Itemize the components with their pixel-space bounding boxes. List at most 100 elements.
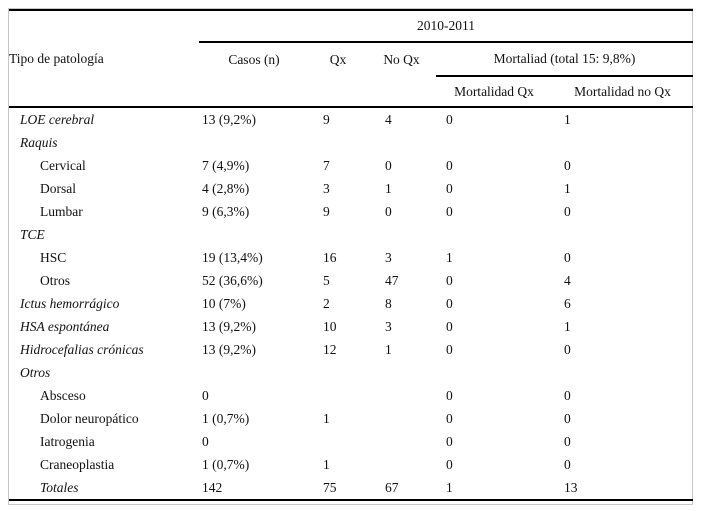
value-cell: 0 [385,203,392,219]
value-cell: 142 [202,479,223,495]
value-cell: 4 [367,106,436,131]
value-cell [199,361,309,384]
header-row-mortality: Mortalidad Qx Mortalidad no Qx [9,76,693,107]
value-cell: 0 [446,157,453,173]
pathology-label: Lumbar [40,203,83,219]
spacer-cell [309,76,367,107]
value-cell: 1 [323,456,330,472]
value-cell: 1 [323,410,330,426]
value-cell: 0 [446,341,453,357]
value-cell: 75 [323,479,337,495]
value-cell: 0 [446,180,453,196]
value-cell: 8 [385,295,392,311]
value-cell: 4 (2,8%) [202,180,250,196]
value-cell: 1 (0,7%) [202,456,250,472]
value-cell: 16 [323,249,337,265]
value-cell: 9 (6,3%) [202,203,250,219]
header-row-period: Tipo de patología 2010-2011 [9,10,694,66]
value-cell: 13 (9,2%) [202,318,256,334]
table-header: Tipo de patología 2010-2011 Casos (n) Qx… [9,10,694,107]
pathology-label: Cervical [40,157,86,173]
value-cell [367,131,436,154]
pathology-label: Craneoplastia [40,456,115,472]
value-cell: 0 [446,433,453,449]
mortality-no-qx-header: Mortalidad no Qx [574,83,671,99]
header-row-columns: Casos (n) Qx No Qx Mortaliad (total 15: … [9,42,694,77]
pathology-label: HSC [40,249,67,265]
mortality-qx-header: Mortalidad Qx [454,83,534,99]
value-cell: 47 [385,272,399,288]
table-row: Dolor neuropático 1 (0,7%) 1 0 0 [9,407,693,430]
value-cell [199,131,309,154]
period-header: 2010-2011 [199,10,694,43]
pathology-mortality-table: Tipo de patología 2010-2011 Casos (n) Qx… [9,9,694,501]
pathology-label: Otros [20,364,51,380]
value-cell: 19 (13,4%) [202,249,263,265]
value-cell: 0 [446,410,453,426]
value-cell [309,430,367,453]
value-cell [367,407,436,430]
value-cell: 13 [564,479,578,495]
value-cell: 1 [552,106,694,131]
table-body: LOE cerebral 13 (9,2%) 9 4 0 1 Raquis Cervical 7… [9,106,694,500]
value-cell: 4 [564,272,571,288]
value-cell: 0 [446,203,453,219]
value-cell [309,223,367,246]
table-row: Raquis [9,131,693,154]
value-cell: 13 (9,2%) [202,341,256,357]
pathology-label: HSA espontánea [20,318,110,334]
no-qx-header: No Qx [383,51,420,67]
value-cell: 2 [323,295,330,311]
value-cell [436,361,552,384]
value-cell: 9 [309,106,367,131]
table-row: HSC 19 (13,4%) 16 3 1 0 [9,246,693,269]
value-cell [309,361,367,384]
value-cell: 1 (0,7%) [202,410,250,426]
value-cell [367,384,436,407]
value-cell [199,223,309,246]
pathology-label: Iatrogenia [40,433,95,449]
value-cell [367,223,436,246]
pathology-label: LOE cerebral [9,106,199,131]
pathology-type-header: Tipo de patología [9,50,104,66]
value-cell: 0 [564,341,571,357]
value-cell [309,131,367,154]
value-cell: 0 [202,433,209,449]
value-cell: 0 [564,203,571,219]
value-cell: 0 [446,272,453,288]
value-cell: 3 [385,249,392,265]
cases-header: Casos (n) [228,51,280,67]
value-cell: 0 [564,249,571,265]
table-row: Otros 52 (36,6%) 5 47 0 4 [9,269,693,292]
value-cell: 1 [564,180,571,196]
value-cell: 6 [564,295,571,311]
value-cell: 0 [564,456,571,472]
value-cell [367,361,436,384]
table-row: Craneoplastia 1 (0,7%) 1 0 0 [9,453,693,476]
value-cell: 9 [323,203,330,219]
mortality-group-header: Mortaliad (total 15: 9,8%) [436,42,694,77]
pathology-label: Dolor neuropático [40,410,139,426]
qx-header: Qx [329,51,347,67]
value-cell: 1 [385,341,392,357]
table-row: HSA espontánea 13 (9,2%) 10 3 0 1 [9,315,693,338]
pathology-label: Totales [40,479,79,495]
value-cell: 7 [323,157,330,173]
value-cell: 1 [385,180,392,196]
pathology-label: Dorsal [40,180,76,196]
table-row: Iatrogenia 0 0 0 [9,430,693,453]
table-row: Cervical 7 (4,9%) 7 0 0 0 [9,154,693,177]
spacer-cell [199,76,309,107]
value-cell [552,131,693,154]
value-cell: 0 [564,410,571,426]
value-cell: 0 [446,295,453,311]
value-cell [436,223,552,246]
value-cell: 1 [564,318,571,334]
value-cell: 3 [385,318,392,334]
value-cell: 0 [446,387,453,403]
value-cell [367,430,436,453]
pathology-label: Otros [40,272,70,288]
pathology-label: Hidrocefalias crónicas [20,341,144,357]
spacer-cell [367,76,436,107]
